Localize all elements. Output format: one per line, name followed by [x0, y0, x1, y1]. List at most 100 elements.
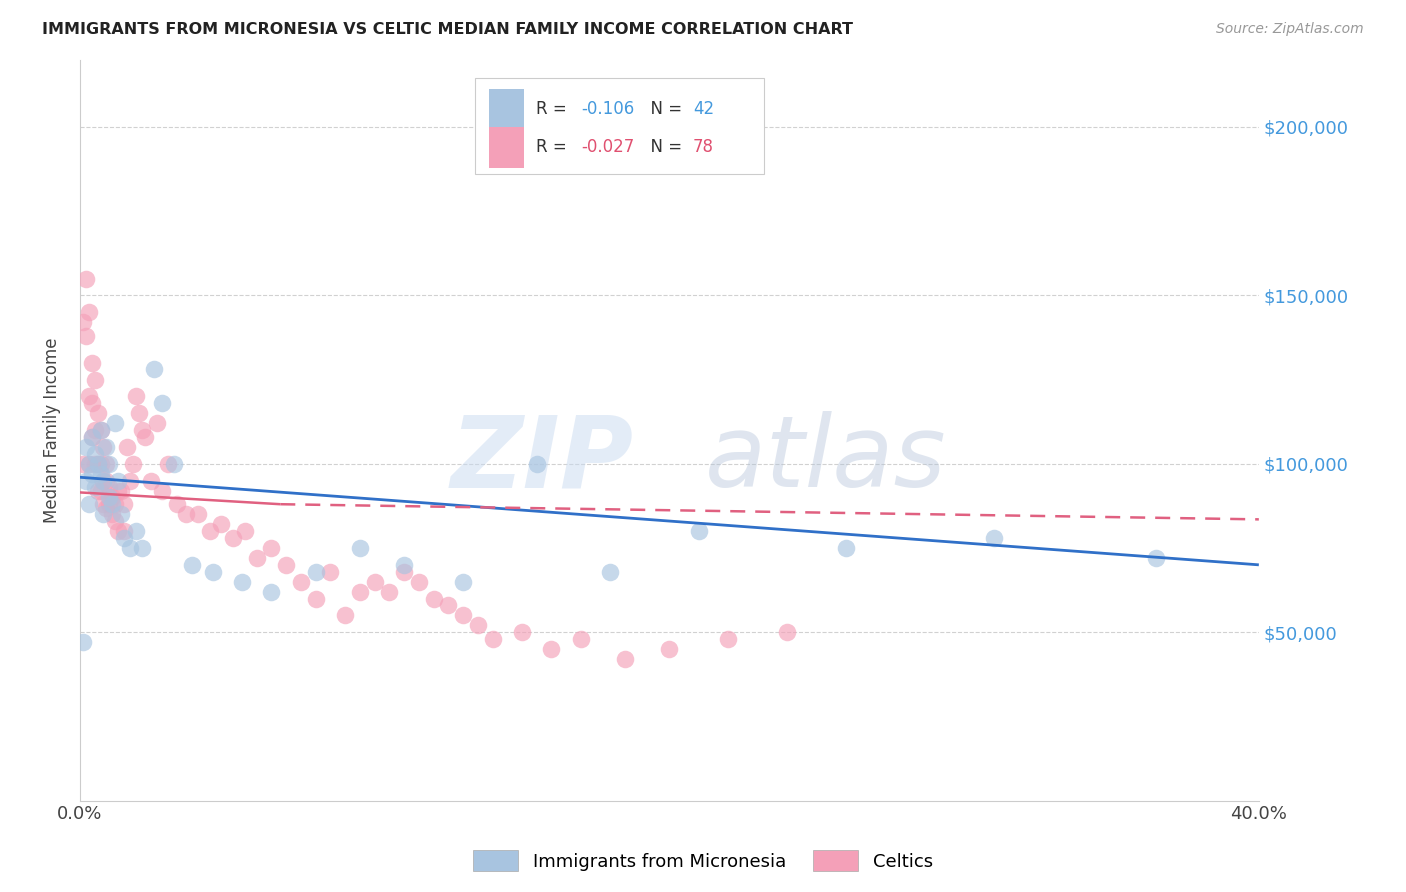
Point: [115, 440, 138, 454]
Point: [688, 524, 710, 538]
Point: [152, 483, 174, 498]
Point: [112, 531, 135, 545]
Point: [77, 457, 100, 471]
Point: [107, 483, 129, 498]
Point: [180, 558, 202, 572]
Point: [72, 315, 94, 329]
Point: [408, 574, 430, 589]
Point: [125, 389, 148, 403]
Point: [233, 524, 256, 538]
Point: [131, 541, 153, 555]
Point: [93, 474, 115, 488]
Point: [98, 497, 121, 511]
Point: [152, 396, 174, 410]
Text: ZIP: ZIP: [451, 411, 634, 508]
Point: [75, 271, 97, 285]
Point: [983, 531, 1005, 545]
Point: [107, 524, 129, 538]
Point: [89, 457, 111, 471]
Point: [77, 389, 100, 403]
Point: [86, 457, 108, 471]
Point: [451, 574, 474, 589]
Point: [231, 574, 253, 589]
Point: [83, 457, 105, 471]
Text: N =: N =: [640, 100, 688, 118]
Point: [166, 497, 188, 511]
Point: [83, 423, 105, 437]
Point: [107, 474, 129, 488]
Point: [118, 541, 141, 555]
Point: [776, 625, 799, 640]
Point: [157, 457, 180, 471]
Point: [96, 457, 118, 471]
FancyBboxPatch shape: [489, 88, 524, 129]
Point: [83, 373, 105, 387]
Point: [437, 599, 460, 613]
Point: [139, 474, 162, 488]
Point: [201, 565, 224, 579]
Point: [93, 508, 115, 522]
Point: [510, 625, 533, 640]
Point: [101, 508, 124, 522]
Point: [104, 417, 127, 431]
Y-axis label: Median Family Income: Median Family Income: [44, 337, 60, 523]
Point: [260, 541, 283, 555]
Point: [110, 483, 132, 498]
Point: [80, 430, 103, 444]
Point: [276, 558, 298, 572]
Point: [96, 440, 118, 454]
Point: [112, 497, 135, 511]
Point: [89, 467, 111, 481]
Point: [1144, 551, 1167, 566]
Point: [104, 497, 127, 511]
Point: [451, 608, 474, 623]
Point: [392, 558, 415, 572]
Point: [98, 457, 121, 471]
Point: [93, 474, 115, 488]
Point: [98, 491, 121, 505]
Point: [467, 618, 489, 632]
Point: [96, 500, 118, 515]
Point: [658, 642, 681, 657]
Text: -0.106: -0.106: [581, 100, 634, 118]
Point: [77, 457, 100, 471]
Point: [104, 514, 127, 528]
Point: [80, 467, 103, 481]
Point: [93, 440, 115, 454]
Point: [392, 565, 415, 579]
Point: [77, 497, 100, 511]
Point: [319, 565, 342, 579]
Point: [89, 483, 111, 498]
Text: 78: 78: [693, 138, 714, 156]
Text: IMMIGRANTS FROM MICRONESIA VS CELTIC MEDIAN FAMILY INCOME CORRELATION CHART: IMMIGRANTS FROM MICRONESIA VS CELTIC MED…: [42, 22, 853, 37]
Point: [112, 524, 135, 538]
Point: [86, 483, 108, 498]
Point: [540, 642, 562, 657]
Point: [122, 457, 145, 471]
Point: [174, 508, 197, 522]
Point: [77, 305, 100, 319]
Point: [614, 652, 637, 666]
Point: [72, 635, 94, 649]
Point: [83, 480, 105, 494]
Point: [187, 508, 209, 522]
Point: [599, 565, 621, 579]
Text: -0.027: -0.027: [581, 138, 634, 156]
Point: [86, 457, 108, 471]
Point: [260, 584, 283, 599]
Point: [80, 356, 103, 370]
Point: [110, 508, 132, 522]
Point: [481, 632, 503, 646]
Point: [363, 574, 385, 589]
Point: [118, 474, 141, 488]
Point: [86, 406, 108, 420]
Text: R =: R =: [536, 138, 572, 156]
FancyBboxPatch shape: [475, 78, 763, 175]
Point: [128, 406, 150, 420]
Point: [349, 541, 371, 555]
Point: [246, 551, 269, 566]
Point: [131, 423, 153, 437]
Point: [378, 584, 401, 599]
FancyBboxPatch shape: [489, 127, 524, 168]
Point: [72, 457, 94, 471]
